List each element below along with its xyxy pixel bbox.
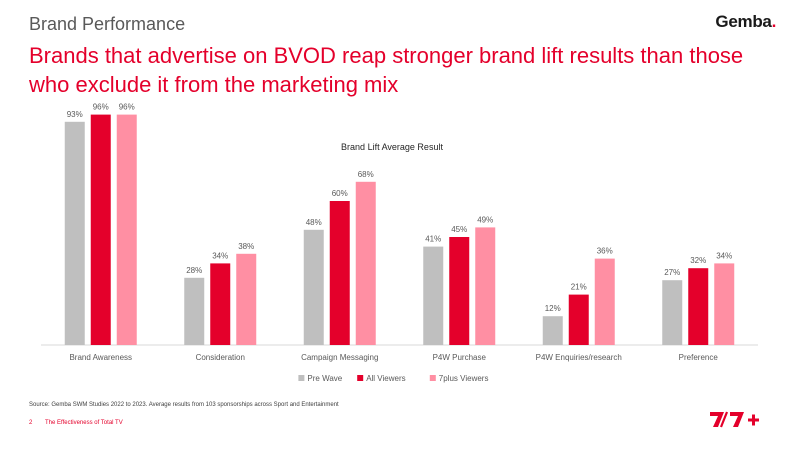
category-label: Campaign Messaging bbox=[301, 353, 378, 362]
data-label: 21% bbox=[571, 283, 587, 292]
bar bbox=[116, 114, 137, 345]
data-label: 28% bbox=[186, 266, 202, 275]
bar bbox=[662, 280, 683, 345]
bar bbox=[329, 201, 350, 345]
bar bbox=[64, 121, 85, 345]
data-label: 34% bbox=[716, 251, 732, 260]
data-label: 60% bbox=[332, 189, 348, 198]
data-label: 38% bbox=[238, 242, 254, 251]
legend-label: All Viewers bbox=[366, 374, 405, 383]
data-label: 45% bbox=[451, 225, 467, 234]
source-note: Source: Gemba SWM Studies 2022 to 2023. … bbox=[29, 402, 339, 408]
data-label: 36% bbox=[597, 247, 613, 256]
bar bbox=[594, 258, 615, 345]
category-label: Consideration bbox=[196, 353, 245, 362]
category-label: Brand Awareness bbox=[69, 353, 132, 362]
bar bbox=[90, 114, 111, 345]
bar bbox=[355, 181, 376, 345]
legend-swatch bbox=[298, 375, 305, 381]
bar bbox=[688, 268, 709, 345]
data-label: 34% bbox=[212, 251, 228, 260]
data-label: 27% bbox=[664, 268, 680, 277]
chart-title: Brand Lift Average Result bbox=[341, 142, 443, 152]
data-label: 48% bbox=[306, 218, 322, 227]
bar bbox=[184, 277, 205, 345]
data-label: 96% bbox=[93, 103, 109, 112]
gemba-logo: Gemba. bbox=[715, 12, 776, 31]
bar bbox=[423, 246, 444, 345]
legend-label: Pre Wave bbox=[307, 374, 342, 383]
bar bbox=[303, 229, 324, 345]
data-label: 12% bbox=[545, 304, 561, 313]
category-label: P4W Purchase bbox=[433, 353, 487, 362]
bar bbox=[568, 294, 589, 345]
legend-label: 7plus Viewers bbox=[439, 374, 489, 383]
category-label: P4W Enquiries/research bbox=[536, 353, 622, 362]
bar bbox=[449, 237, 470, 345]
legend-swatch bbox=[357, 375, 364, 381]
data-label: 96% bbox=[119, 103, 135, 112]
legend-swatch bbox=[429, 375, 436, 381]
page-headline: Brands that advertise on BVOD reap stron… bbox=[29, 43, 744, 97]
data-label: 49% bbox=[477, 215, 493, 224]
data-label: 32% bbox=[690, 256, 706, 265]
page-number: 2 bbox=[29, 420, 33, 426]
data-label: 93% bbox=[67, 110, 83, 119]
bar bbox=[542, 316, 563, 345]
bar bbox=[210, 263, 231, 345]
data-label: 68% bbox=[358, 170, 374, 179]
seven-plus-logo bbox=[710, 411, 759, 428]
deck-title: The Effectiveness of Total TV bbox=[45, 420, 123, 426]
section-title: Brand Performance bbox=[29, 14, 186, 34]
category-label: Preference bbox=[679, 353, 719, 362]
bar bbox=[236, 253, 257, 345]
bar bbox=[714, 263, 735, 345]
data-label: 41% bbox=[425, 235, 441, 244]
bar bbox=[475, 227, 496, 345]
